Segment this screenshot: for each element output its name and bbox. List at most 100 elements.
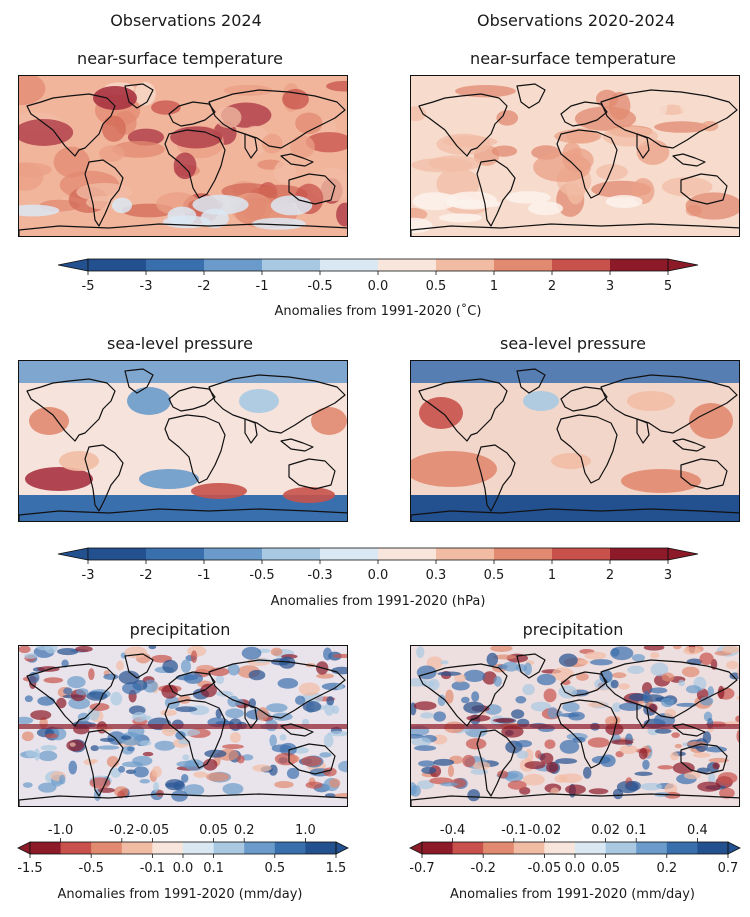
precip_left-colorbar-top-tick-label: -1.0: [48, 823, 73, 838]
temp-colorbar-segment: [436, 259, 495, 271]
anomaly-blob: [323, 647, 333, 661]
anomaly-blob: [664, 709, 677, 718]
precip-map-2020-2024: [410, 645, 740, 807]
slp-colorbar-segment: [436, 548, 495, 560]
precip_left-colorbar-tick-label: -1.5: [17, 861, 42, 876]
anomaly-blob: [200, 683, 217, 698]
anomaly-blob: [36, 646, 53, 651]
anomaly-blob: [725, 660, 739, 670]
anomaly-blob: [685, 192, 739, 220]
anomaly-blob: [216, 690, 234, 697]
anomaly-blob: [589, 659, 613, 666]
coastline: [411, 793, 739, 806]
coastline: [288, 173, 336, 205]
column-title-left: Observations 2024: [110, 11, 262, 30]
temp-colorbar-segment: [262, 259, 321, 271]
anomaly-blob: [182, 754, 190, 761]
anomaly-blob: [717, 772, 738, 784]
anomaly-blob: [181, 774, 189, 783]
temp-colorbar-extend-right: [667, 258, 699, 272]
precip_right-colorbar-segment: [575, 842, 607, 854]
anomaly-band: [411, 361, 739, 383]
anomaly-blob: [650, 662, 669, 677]
anomaly-blob: [139, 740, 152, 746]
anomaly-blob: [420, 712, 434, 719]
precip_left-colorbar-tick-label: -0.1: [140, 861, 165, 876]
anomaly-blob: [498, 154, 544, 176]
anomaly-blob: [24, 653, 38, 659]
precip_left-colorbar-tick-label: 0.5: [264, 861, 285, 876]
anomaly-blob: [165, 779, 185, 791]
anomaly-blob: [56, 697, 67, 709]
anomaly-blob: [311, 407, 347, 435]
temp-colorbar-label: Anomalies from 1991-2020 (˚C): [274, 304, 482, 319]
anomaly-blob: [633, 88, 668, 123]
anomaly-blob: [492, 718, 515, 723]
anomaly-blob: [21, 731, 34, 742]
anomaly-blob: [650, 651, 660, 659]
precip_left-colorbar-tick-label: -0.5: [79, 861, 104, 876]
anomaly-blob: [491, 145, 518, 157]
anomaly-blob: [638, 748, 648, 760]
coastline: [516, 368, 546, 394]
anomaly-blob: [678, 679, 685, 687]
precip_left-colorbar-segment: [274, 842, 306, 854]
anomaly-blob: [90, 745, 99, 752]
slp-map-2024: [18, 360, 348, 522]
anomaly-blob: [290, 135, 315, 159]
temp-colorbar-segment: [320, 259, 379, 271]
anomaly-blob: [412, 192, 458, 211]
anomaly-blob: [319, 752, 332, 758]
anomaly-blob: [535, 750, 542, 759]
precip-map-2024: [18, 645, 348, 807]
anomaly-blob: [270, 195, 313, 216]
anomaly-blob: [301, 756, 322, 767]
precip_left-colorbar-tick-label: 0.0: [173, 861, 194, 876]
anomaly-blob: [640, 782, 663, 791]
anomaly-blob: [737, 666, 739, 679]
precip-left-colorbar-label: Anomalies from 1991-2020 (mm/day): [57, 887, 303, 902]
precip_right-colorbar-tick-label: -0.7: [409, 861, 434, 876]
anomaly-blob: [24, 695, 33, 703]
coastline: [168, 671, 216, 697]
temp-colorbar-tick-label: -1: [256, 279, 269, 294]
anomaly-blob: [190, 650, 198, 664]
anomaly-blob: [331, 666, 347, 675]
coastline: [560, 386, 608, 412]
anomaly-blob: [57, 647, 79, 656]
precip_right-colorbar-tick-label: 0.05: [591, 861, 620, 876]
anomaly-blob: [241, 646, 262, 660]
anomaly-blob: [681, 666, 700, 678]
anomaly-blob: [215, 675, 225, 685]
temp-colorbar-tick-label: 2: [548, 279, 556, 294]
anomaly-blob: [256, 707, 269, 722]
slp-colorbar-label: Anomalies from 1991-2020 (hPa): [270, 594, 486, 609]
precip_right-colorbar-tick-label: 0.0: [565, 861, 586, 876]
precip_left-colorbar-segment: [183, 842, 215, 854]
anomaly-blob: [269, 734, 277, 748]
coastline: [164, 699, 226, 769]
coastline: [19, 793, 347, 806]
anomaly-blob: [75, 688, 89, 696]
precip_right-colorbar-segment: [636, 842, 668, 854]
anomaly-blob: [463, 701, 485, 714]
precip_right-colorbar-top-tick-label: -0.1: [501, 823, 526, 838]
anomaly-blob: [576, 672, 589, 681]
anomaly-blob: [416, 665, 437, 680]
anomaly-blob: [413, 701, 437, 711]
anomaly-blob: [294, 695, 306, 706]
slp-colorbar-tick-label: 1: [548, 568, 556, 583]
anomaly-blob: [154, 740, 176, 751]
anomaly-blob: [461, 696, 470, 704]
temp-colorbar-extend-left: [57, 258, 89, 272]
slp-colorbar-tick-label: 3: [664, 568, 672, 583]
anomaly-blob: [25, 467, 93, 491]
anomaly-blob: [515, 740, 533, 748]
anomaly-blob: [160, 709, 177, 716]
anomaly-blob: [699, 696, 714, 706]
anomaly-blob: [712, 762, 720, 770]
anomaly-blob: [215, 106, 242, 129]
anomaly-blob: [631, 654, 645, 662]
anomaly-band: [411, 724, 739, 729]
precip_right-colorbar-tick-label: -0.2: [471, 861, 496, 876]
